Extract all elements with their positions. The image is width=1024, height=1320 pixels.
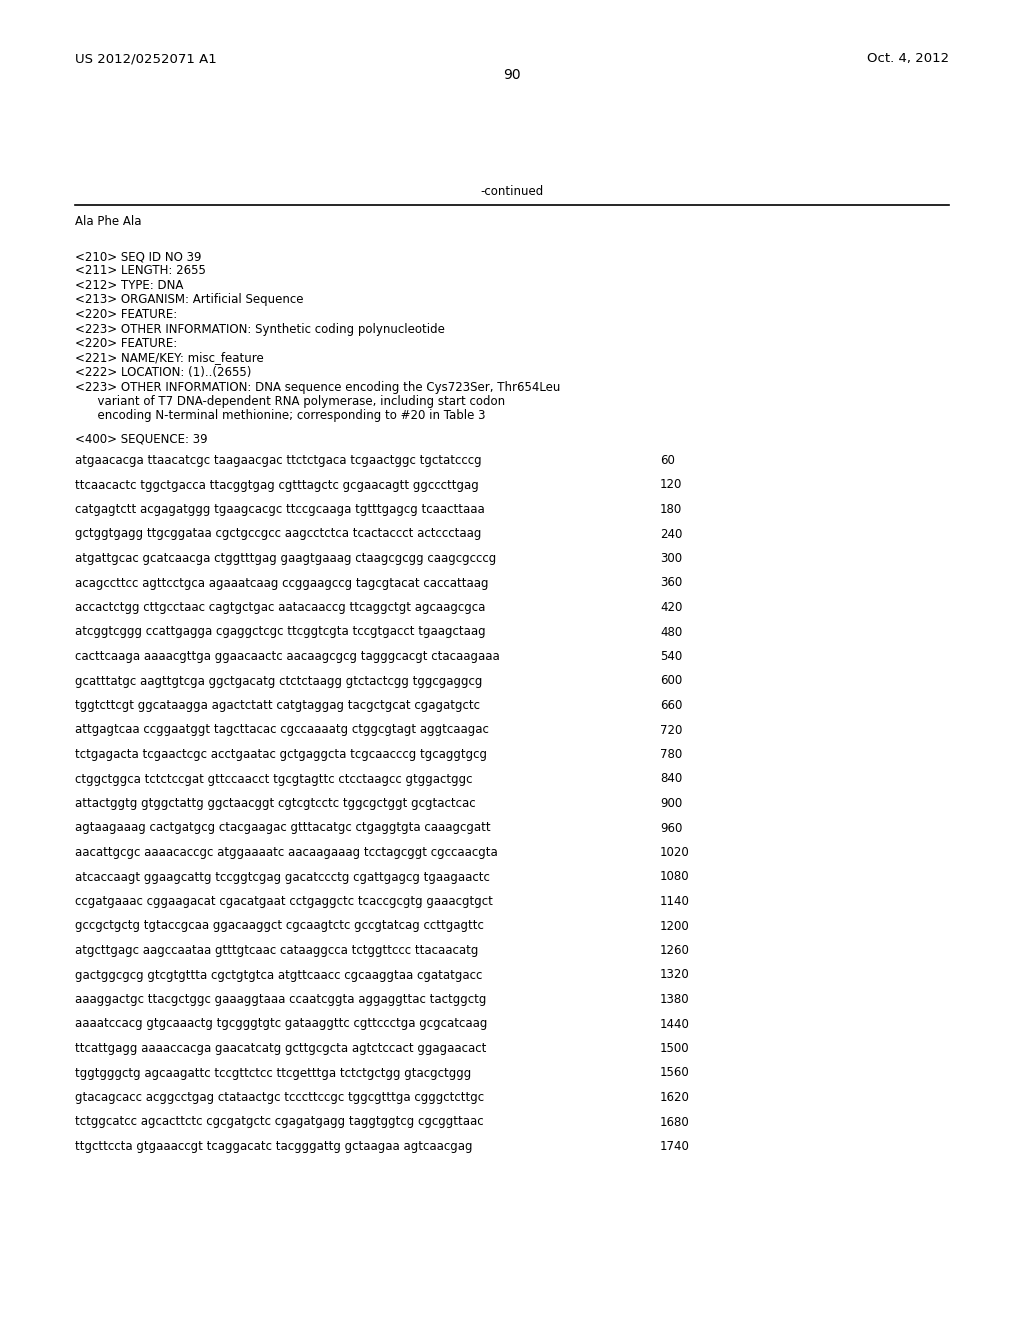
Text: 900: 900 xyxy=(660,797,682,810)
Text: 90: 90 xyxy=(503,69,521,82)
Text: <212> TYPE: DNA: <212> TYPE: DNA xyxy=(75,279,183,292)
Text: <213> ORGANISM: Artificial Sequence: <213> ORGANISM: Artificial Sequence xyxy=(75,293,303,306)
Text: <222> LOCATION: (1)..(2655): <222> LOCATION: (1)..(2655) xyxy=(75,366,251,379)
Text: -continued: -continued xyxy=(480,185,544,198)
Text: 300: 300 xyxy=(660,552,682,565)
Text: 1320: 1320 xyxy=(660,969,690,982)
Text: Oct. 4, 2012: Oct. 4, 2012 xyxy=(867,51,949,65)
Text: 1500: 1500 xyxy=(660,1041,689,1055)
Text: attgagtcaa ccggaatggt tagcttacac cgccaaaatg ctggcgtagt aggtcaagac: attgagtcaa ccggaatggt tagcttacac cgccaaa… xyxy=(75,723,488,737)
Text: acagccttcc agttcctgca agaaatcaag ccggaagccg tagcgtacat caccattaag: acagccttcc agttcctgca agaaatcaag ccggaag… xyxy=(75,577,488,590)
Text: <220> FEATURE:: <220> FEATURE: xyxy=(75,337,177,350)
Text: 780: 780 xyxy=(660,748,682,762)
Text: 1620: 1620 xyxy=(660,1092,690,1104)
Text: catgagtctt acgagatggg tgaagcacgc ttccgcaaga tgtttgagcg tcaacttaaa: catgagtctt acgagatggg tgaagcacgc ttccgca… xyxy=(75,503,484,516)
Text: aacattgcgc aaaacaccgc atggaaaatc aacaagaaag tcctagcggt cgccaacgta: aacattgcgc aaaacaccgc atggaaaatc aacaaga… xyxy=(75,846,498,859)
Text: variant of T7 DNA-dependent RNA polymerase, including start codon: variant of T7 DNA-dependent RNA polymera… xyxy=(75,395,505,408)
Text: Ala Phe Ala: Ala Phe Ala xyxy=(75,215,141,228)
Text: 1080: 1080 xyxy=(660,870,689,883)
Text: 60: 60 xyxy=(660,454,675,467)
Text: atcaccaagt ggaagcattg tccggtcgag gacatccctg cgattgagcg tgaagaactc: atcaccaagt ggaagcattg tccggtcgag gacatcc… xyxy=(75,870,489,883)
Text: 120: 120 xyxy=(660,479,682,491)
Text: atgattgcac gcatcaacga ctggtttgag gaagtgaaag ctaagcgcgg caagcgcccg: atgattgcac gcatcaacga ctggtttgag gaagtga… xyxy=(75,552,497,565)
Text: ctggctggca tctctccgat gttccaacct tgcgtagttc ctcctaagcc gtggactggc: ctggctggca tctctccgat gttccaacct tgcgtag… xyxy=(75,772,472,785)
Text: 1680: 1680 xyxy=(660,1115,690,1129)
Text: 720: 720 xyxy=(660,723,682,737)
Text: 240: 240 xyxy=(660,528,682,540)
Text: <221> NAME/KEY: misc_feature: <221> NAME/KEY: misc_feature xyxy=(75,351,264,364)
Text: atgaacacga ttaacatcgc taagaacgac ttctctgaca tcgaactggc tgctatcccg: atgaacacga ttaacatcgc taagaacgac ttctctg… xyxy=(75,454,481,467)
Text: gctggtgagg ttgcggataa cgctgccgcc aagcctctca tcactaccct actccctaag: gctggtgagg ttgcggataa cgctgccgcc aagcctc… xyxy=(75,528,481,540)
Text: cacttcaaga aaaacgttga ggaacaactc aacaagcgcg tagggcacgt ctacaagaaa: cacttcaaga aaaacgttga ggaacaactc aacaagc… xyxy=(75,649,500,663)
Text: 660: 660 xyxy=(660,700,682,711)
Text: aaaggactgc ttacgctggc gaaaggtaaa ccaatcggta aggaggttac tactggctg: aaaggactgc ttacgctggc gaaaggtaaa ccaatcg… xyxy=(75,993,486,1006)
Text: 1440: 1440 xyxy=(660,1018,690,1031)
Text: tctggcatcc agcacttctc cgcgatgctc cgagatgagg taggtggtcg cgcggttaac: tctggcatcc agcacttctc cgcgatgctc cgagatg… xyxy=(75,1115,483,1129)
Text: accactctgg cttgcctaac cagtgctgac aatacaaccg ttcaggctgt agcaagcgca: accactctgg cttgcctaac cagtgctgac aatacaa… xyxy=(75,601,485,614)
Text: gtacagcacc acggcctgag ctataactgc tcccttccgc tggcgtttga cgggctcttgc: gtacagcacc acggcctgag ctataactgc tcccttc… xyxy=(75,1092,484,1104)
Text: US 2012/0252071 A1: US 2012/0252071 A1 xyxy=(75,51,217,65)
Text: tctgagacta tcgaactcgc acctgaatac gctgaggcta tcgcaacccg tgcaggtgcg: tctgagacta tcgaactcgc acctgaatac gctgagg… xyxy=(75,748,487,762)
Text: ttcaacactc tggctgacca ttacggtgag cgtttagctc gcgaacagtt ggcccttgag: ttcaacactc tggctgacca ttacggtgag cgtttag… xyxy=(75,479,479,491)
Text: ttcattgagg aaaaccacga gaacatcatg gcttgcgcta agtctccact ggagaacact: ttcattgagg aaaaccacga gaacatcatg gcttgcg… xyxy=(75,1041,486,1055)
Text: 840: 840 xyxy=(660,772,682,785)
Text: 1740: 1740 xyxy=(660,1140,690,1152)
Text: 480: 480 xyxy=(660,626,682,639)
Text: <223> OTHER INFORMATION: DNA sequence encoding the Cys723Ser, Thr654Leu: <223> OTHER INFORMATION: DNA sequence en… xyxy=(75,380,560,393)
Text: atgcttgagc aagccaataa gtttgtcaac cataaggcca tctggttccc ttacaacatg: atgcttgagc aagccaataa gtttgtcaac cataagg… xyxy=(75,944,478,957)
Text: 540: 540 xyxy=(660,649,682,663)
Text: tggtgggctg agcaagattc tccgttctcc ttcgetttga tctctgctgg gtacgctggg: tggtgggctg agcaagattc tccgttctcc ttcgett… xyxy=(75,1067,471,1080)
Text: 600: 600 xyxy=(660,675,682,688)
Text: encoding N-terminal methionine; corresponding to #20 in Table 3: encoding N-terminal methionine; correspo… xyxy=(75,409,485,422)
Text: attactggtg gtggctattg ggctaacggt cgtcgtcctc tggcgctggt gcgtactcac: attactggtg gtggctattg ggctaacggt cgtcgtc… xyxy=(75,797,475,810)
Text: 1380: 1380 xyxy=(660,993,689,1006)
Text: ttgcttccta gtgaaaccgt tcaggacatc tacgggattg gctaagaa agtcaacgag: ttgcttccta gtgaaaccgt tcaggacatc tacggga… xyxy=(75,1140,472,1152)
Text: 1020: 1020 xyxy=(660,846,690,859)
Text: tggtcttcgt ggcataagga agactctatt catgtaggag tacgctgcat cgagatgctc: tggtcttcgt ggcataagga agactctatt catgtag… xyxy=(75,700,480,711)
Text: <210> SEQ ID NO 39: <210> SEQ ID NO 39 xyxy=(75,249,202,263)
Text: gactggcgcg gtcgtgttta cgctgtgtca atgttcaacc cgcaaggtaa cgatatgacc: gactggcgcg gtcgtgttta cgctgtgtca atgttca… xyxy=(75,969,482,982)
Text: <220> FEATURE:: <220> FEATURE: xyxy=(75,308,177,321)
Text: atcggtcggg ccattgagga cgaggctcgc ttcggtcgta tccgtgacct tgaagctaag: atcggtcggg ccattgagga cgaggctcgc ttcggtc… xyxy=(75,626,485,639)
Text: 1260: 1260 xyxy=(660,944,690,957)
Text: 180: 180 xyxy=(660,503,682,516)
Text: 1140: 1140 xyxy=(660,895,690,908)
Text: ccgatgaaac cggaagacat cgacatgaat cctgaggctc tcaccgcgtg gaaacgtgct: ccgatgaaac cggaagacat cgacatgaat cctgagg… xyxy=(75,895,493,908)
Text: 1560: 1560 xyxy=(660,1067,690,1080)
Text: <400> SEQUENCE: 39: <400> SEQUENCE: 39 xyxy=(75,432,208,445)
Text: 1200: 1200 xyxy=(660,920,690,932)
Text: gcatttatgc aagttgtcga ggctgacatg ctctctaagg gtctactcgg tggcgaggcg: gcatttatgc aagttgtcga ggctgacatg ctctcta… xyxy=(75,675,482,688)
Text: 960: 960 xyxy=(660,821,682,834)
Text: <211> LENGTH: 2655: <211> LENGTH: 2655 xyxy=(75,264,206,277)
Text: aaaatccacg gtgcaaactg tgcgggtgtc gataaggttc cgttccctga gcgcatcaag: aaaatccacg gtgcaaactg tgcgggtgtc gataagg… xyxy=(75,1018,487,1031)
Text: gccgctgctg tgtaccgcaa ggacaaggct cgcaagtctc gccgtatcag ccttgagttc: gccgctgctg tgtaccgcaa ggacaaggct cgcaagt… xyxy=(75,920,484,932)
Text: 420: 420 xyxy=(660,601,682,614)
Text: 360: 360 xyxy=(660,577,682,590)
Text: <223> OTHER INFORMATION: Synthetic coding polynucleotide: <223> OTHER INFORMATION: Synthetic codin… xyxy=(75,322,444,335)
Text: agtaagaaag cactgatgcg ctacgaagac gtttacatgc ctgaggtgta caaagcgatt: agtaagaaag cactgatgcg ctacgaagac gtttaca… xyxy=(75,821,490,834)
